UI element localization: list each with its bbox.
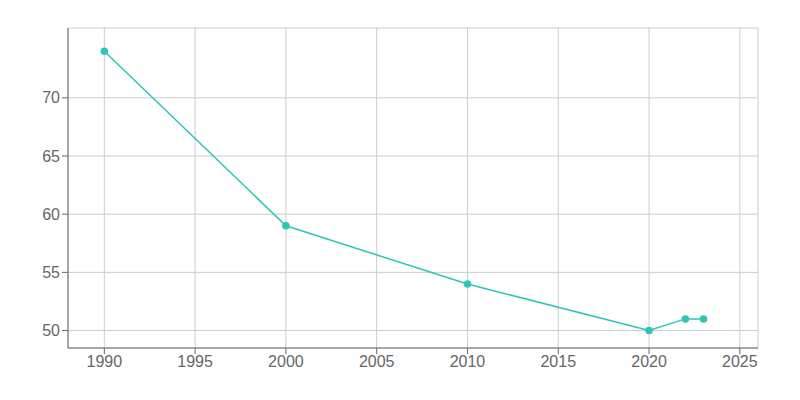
svg-text:2000: 2000 (268, 353, 304, 370)
svg-text:60: 60 (42, 206, 60, 223)
svg-text:2010: 2010 (450, 353, 486, 370)
svg-text:50: 50 (42, 322, 60, 339)
svg-text:2005: 2005 (359, 353, 395, 370)
svg-text:2015: 2015 (540, 353, 576, 370)
svg-text:65: 65 (42, 148, 60, 165)
svg-text:1995: 1995 (177, 353, 213, 370)
svg-text:2020: 2020 (631, 353, 667, 370)
svg-text:2025: 2025 (722, 353, 758, 370)
svg-text:1990: 1990 (87, 353, 123, 370)
svg-text:55: 55 (42, 264, 60, 281)
svg-text:70: 70 (42, 89, 60, 106)
